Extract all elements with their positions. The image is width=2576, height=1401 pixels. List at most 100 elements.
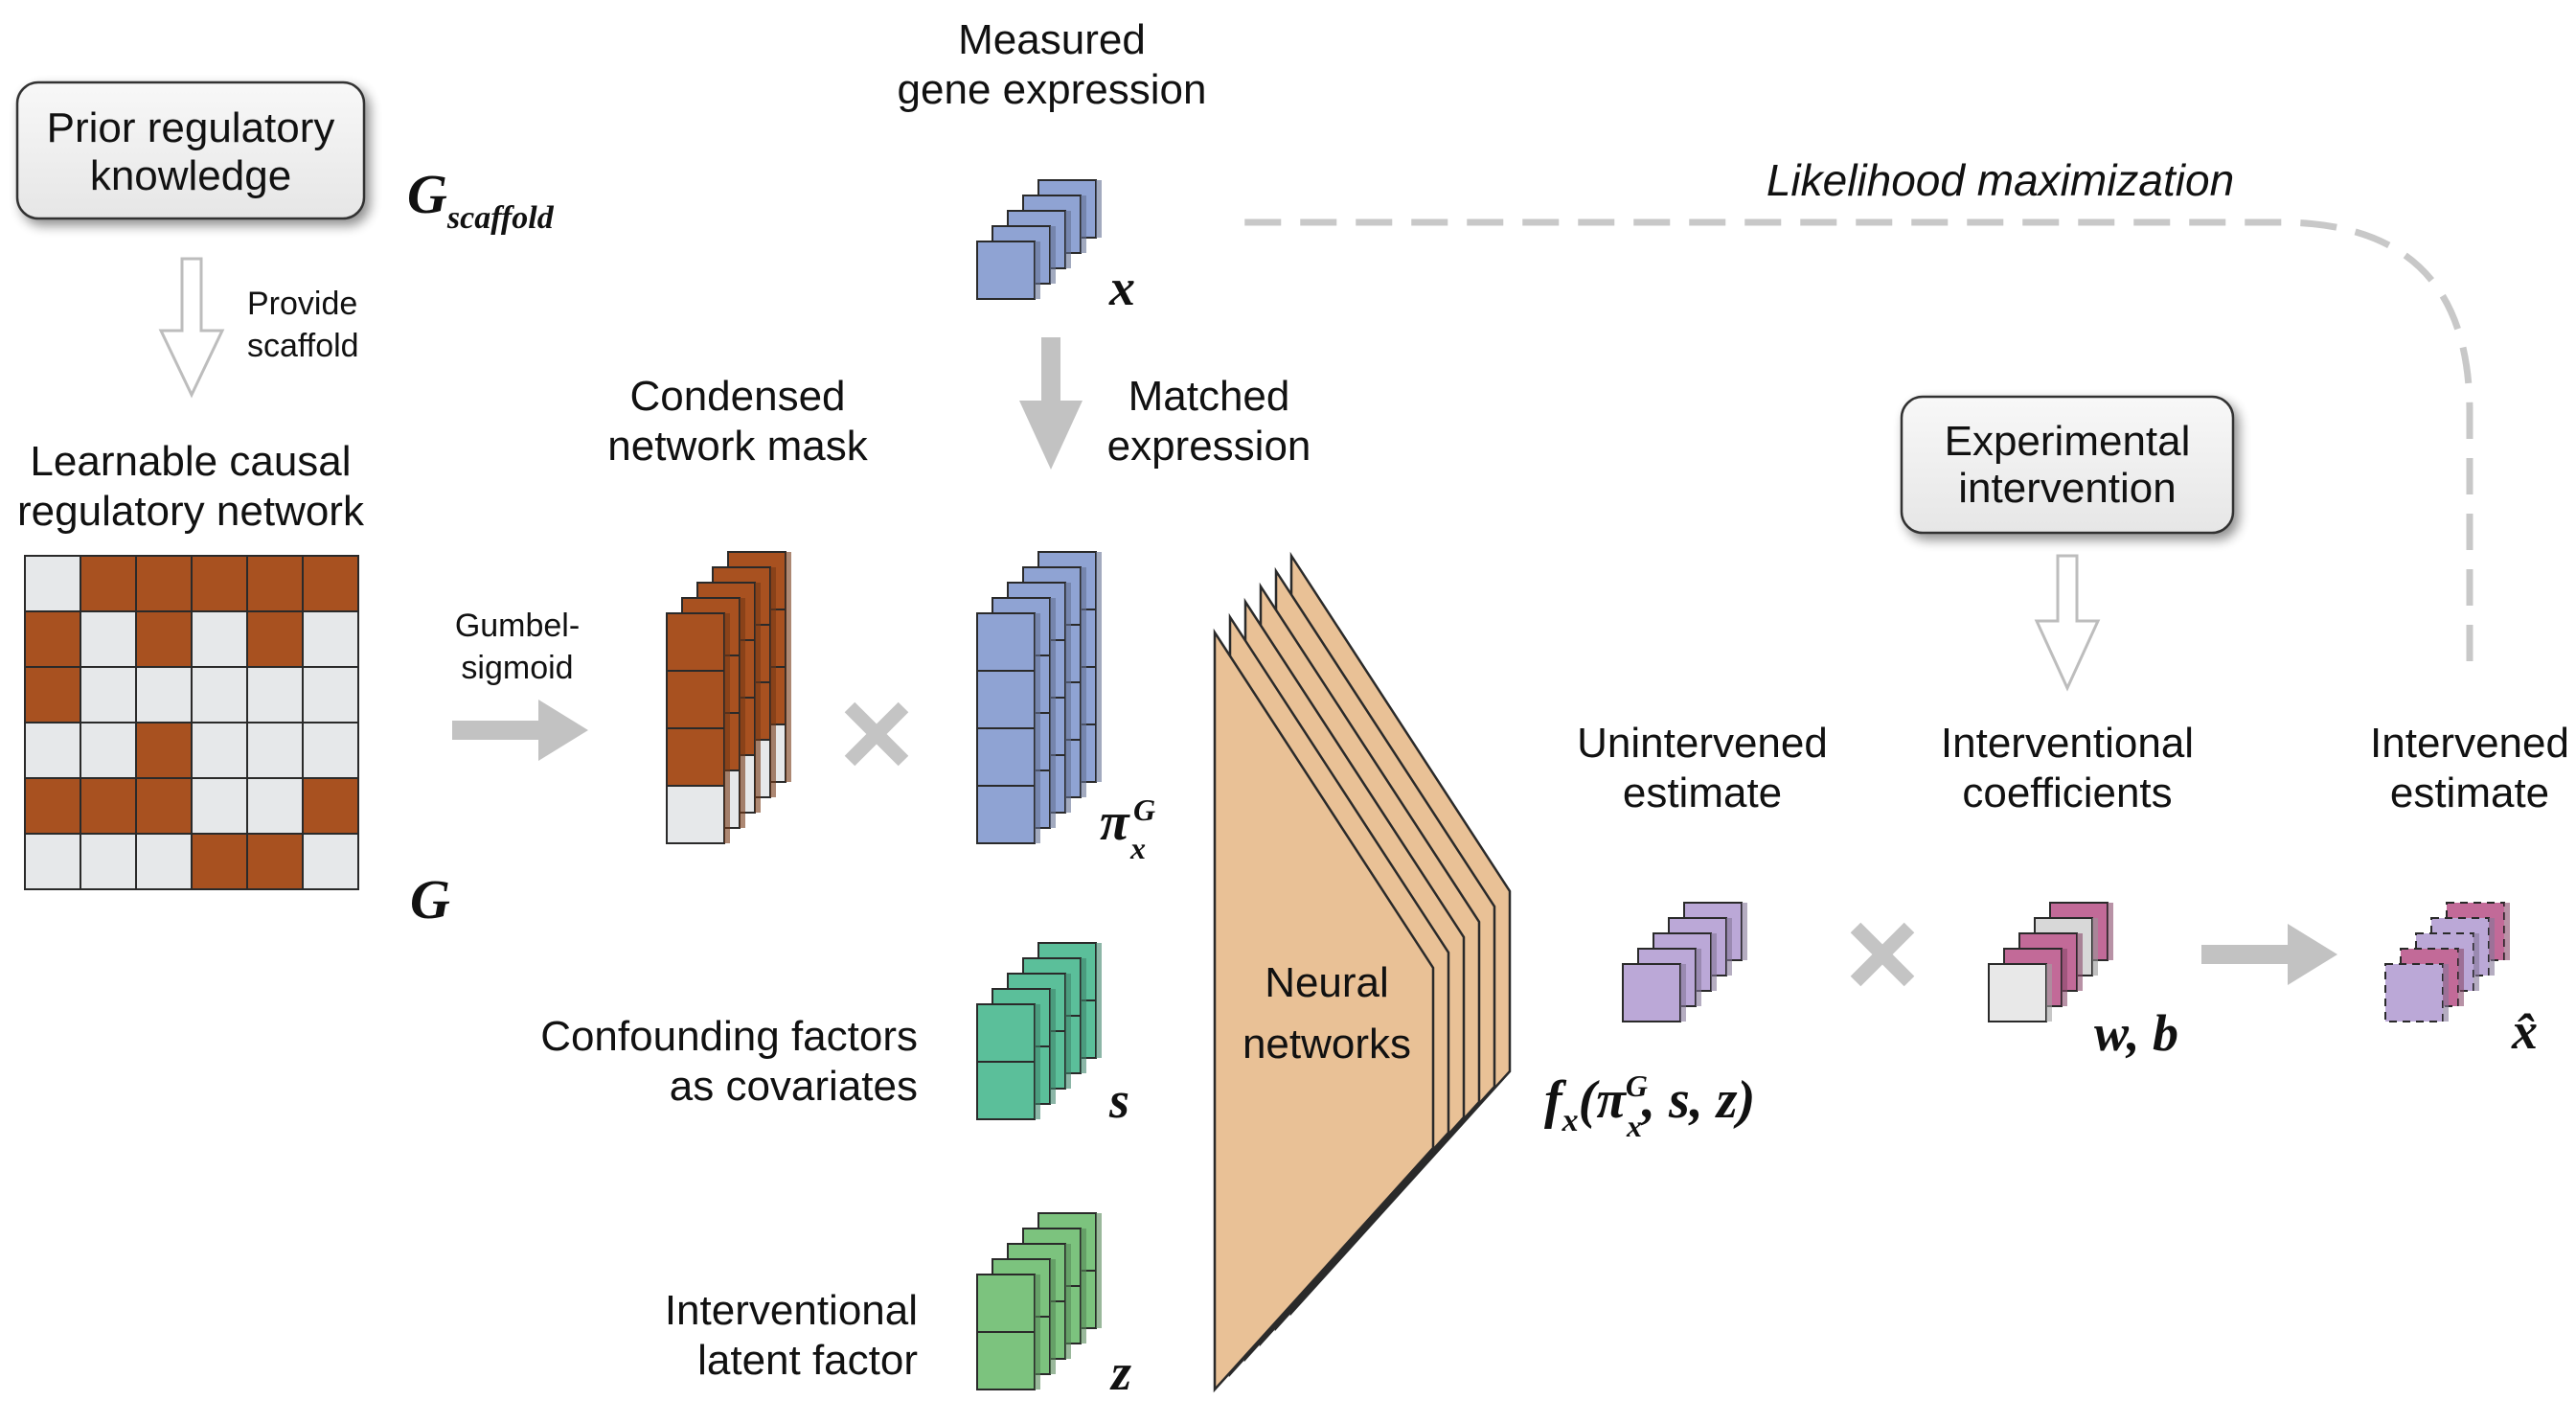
wb-edge <box>2046 964 2052 1022</box>
mask-edge <box>786 552 791 782</box>
s-cell <box>976 1003 1036 1063</box>
neural-line2: networks <box>1242 1021 1411 1068</box>
x-edge <box>1081 195 1086 253</box>
x-edge <box>1065 211 1071 268</box>
mask-cell <box>666 612 725 672</box>
network-cell <box>191 610 248 668</box>
wb-edge <box>2062 949 2067 1006</box>
wb-cell <box>1988 963 2047 1022</box>
s-cell <box>976 1061 1036 1120</box>
network-cell <box>191 555 248 612</box>
multiply-operator-1 <box>844 701 909 767</box>
pi-edge <box>1096 552 1102 782</box>
unintervened-line2: estimate <box>1623 769 1782 816</box>
xhat-edge <box>2443 964 2449 1022</box>
network-cell <box>246 833 304 890</box>
s-edge <box>1096 943 1102 1058</box>
x-edge <box>1096 180 1102 238</box>
mask-title-line1: Condensed <box>629 373 845 420</box>
network-cell <box>191 833 248 890</box>
xhat-edge <box>2458 949 2464 1006</box>
pi-cell <box>976 727 1036 787</box>
unintervened-stack <box>1622 902 1747 1022</box>
x-edge <box>1050 226 1056 284</box>
neural-line1: Neural <box>1265 959 1389 1006</box>
experimental-intervention-box <box>1900 395 2235 535</box>
wb-edge <box>2077 933 2083 991</box>
network-cell <box>246 722 304 779</box>
z-cell <box>976 1331 1036 1390</box>
f-edge <box>1742 903 1747 960</box>
mask-cell <box>666 727 725 787</box>
matched-expression-stack <box>976 551 1102 844</box>
network-cell <box>302 666 359 723</box>
confounding-line1: Confounding factors <box>540 1013 918 1060</box>
pi-cell <box>976 785 1036 844</box>
neural-network-stack <box>1213 551 1512 1393</box>
f-edge <box>1726 918 1732 976</box>
gumbel-arrow <box>452 700 588 761</box>
x-cell <box>976 241 1036 300</box>
provide-label-line1: Provide <box>247 286 357 322</box>
network-title-line2: regulatory network <box>17 488 365 535</box>
mask-edge <box>724 613 730 843</box>
likelihood-label: Likelihood maximization <box>1767 155 2234 205</box>
xhat-edge <box>2473 933 2479 991</box>
regulatory-network-matrix <box>24 555 359 890</box>
matched-title-line1: Matched <box>1128 373 1290 420</box>
matched-arrow <box>1019 337 1083 470</box>
neural-layer <box>1213 628 1435 1393</box>
s-symbol: s <box>1108 1071 1129 1129</box>
z-edge <box>1035 1275 1040 1390</box>
pi-edge <box>1065 583 1071 813</box>
output-arrow <box>2201 924 2337 985</box>
mask-edge <box>740 598 745 828</box>
z-edge <box>1065 1244 1071 1359</box>
s-edge <box>1065 974 1071 1089</box>
f-edge <box>1680 964 1686 1022</box>
network-cell <box>24 777 81 835</box>
z-symbol: z <box>1109 1344 1131 1401</box>
pi-cell <box>976 612 1036 672</box>
mask-cell <box>666 785 725 844</box>
wb-edge <box>2092 918 2098 976</box>
confounding-line2: as covariates <box>670 1063 918 1110</box>
network-cell <box>135 555 193 612</box>
gumbel-label-line1: Gumbel- <box>455 608 580 644</box>
network-cell <box>135 666 193 723</box>
network-cell <box>302 833 359 890</box>
multiply-operator-2 <box>1850 922 1915 987</box>
f-edge <box>1696 949 1701 1006</box>
coefficients-line2: coefficients <box>1962 769 2172 816</box>
fx-formula: fx(πG x, s, z) <box>1544 1068 1755 1143</box>
pi-edge <box>1035 613 1040 843</box>
prior-knowledge-line2: knowledge <box>90 152 291 199</box>
z-cell <box>976 1274 1036 1333</box>
network-cell <box>80 666 137 723</box>
pi-edge <box>1081 567 1086 797</box>
matched-title-line2: expression <box>1107 423 1311 470</box>
x-symbol: x <box>1108 259 1135 316</box>
network-cell <box>80 555 137 612</box>
x-edge <box>1035 241 1040 299</box>
intervention-arrow <box>2034 554 2101 692</box>
xhat-edge <box>2489 918 2495 976</box>
network-cell <box>135 833 193 890</box>
network-cell <box>24 722 81 779</box>
prior-knowledge-box <box>15 80 366 220</box>
provide-label-line2: scaffold <box>247 328 359 364</box>
xhat-symbol: x̂ <box>2511 1002 2538 1060</box>
z-edge <box>1096 1213 1102 1328</box>
f-cell <box>1622 963 1681 1022</box>
network-cell <box>246 555 304 612</box>
network-cell <box>24 610 81 668</box>
experimental-line2: intervention <box>1958 465 2176 512</box>
intervened-line1: Intervened <box>2370 720 2569 767</box>
unintervened-line1: Unintervened <box>1577 720 1828 767</box>
z-edge <box>1081 1229 1086 1344</box>
network-cell <box>80 777 137 835</box>
f-edge <box>1711 933 1717 991</box>
network-cell <box>24 555 81 612</box>
network-cell <box>24 666 81 723</box>
